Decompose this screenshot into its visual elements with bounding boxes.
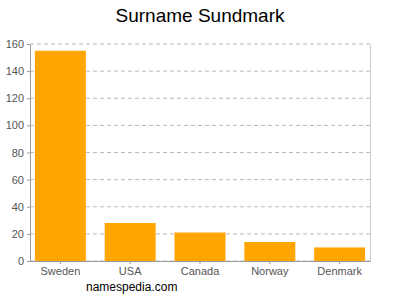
y-tick-label: 140 — [6, 65, 24, 77]
x-tick-mark — [200, 261, 201, 264]
y-axis-line — [30, 45, 31, 262]
y-tick: 120 — [6, 92, 30, 104]
x-tick: USA — [119, 261, 142, 277]
bar — [35, 51, 86, 261]
y-tick-mark — [27, 234, 30, 235]
plot: 0 20 40 60 80 100 120 140 160 Sweden USA Canada Norw… — [6, 38, 371, 277]
y-tick-mark — [27, 180, 30, 181]
x-tick-mark — [130, 261, 131, 264]
y-tick: 60 — [12, 174, 30, 186]
y-tick-mark — [27, 71, 30, 72]
x-tick-label: Canada — [181, 265, 220, 277]
x-tick-label: Sweden — [40, 265, 80, 277]
bar — [244, 242, 295, 261]
y-tick: 40 — [12, 201, 30, 213]
x-tick: Sweden — [40, 261, 80, 277]
x-tick-mark — [60, 261, 61, 264]
x-tick: Norway — [251, 261, 289, 277]
title: Surname Sundmark — [116, 5, 285, 26]
x-tick-label: Denmark — [317, 265, 362, 277]
y-tick-label: 160 — [6, 38, 24, 50]
y-tick: 20 — [12, 228, 30, 240]
y-tick-label: 80 — [12, 147, 24, 159]
y-tick: 140 — [6, 65, 30, 77]
bar — [175, 233, 226, 261]
right-axis — [370, 45, 371, 262]
x-tick-mark — [339, 261, 340, 264]
y-tick-mark — [27, 98, 30, 99]
bar — [105, 223, 156, 261]
y-tick-mark — [27, 261, 30, 262]
x-tick-mark — [269, 261, 270, 264]
bars — [35, 51, 365, 261]
y-tick-label: 120 — [6, 92, 24, 104]
y-tick-label: 40 — [12, 201, 24, 213]
y-tick-label: 60 — [12, 174, 24, 186]
y-tick: 0 — [18, 255, 30, 267]
y-tick-mark — [27, 153, 30, 154]
x-tick: Canada — [181, 261, 220, 277]
grid-line — [30, 44, 370, 45]
y-axis: 0 20 40 60 80 100 120 140 160 — [6, 38, 31, 267]
frame-line — [370, 45, 371, 262]
y-tick-label: 100 — [6, 119, 24, 131]
y-tick-mark — [27, 125, 30, 126]
x-tick: Denmark — [317, 261, 362, 277]
y-tick-mark — [27, 44, 30, 45]
y-tick: 160 — [6, 38, 30, 50]
chart: 0 20 40 60 80 100 120 140 160 Sweden USA Canada Norw… — [0, 0, 400, 300]
bar — [314, 247, 365, 261]
x-tick-label: Norway — [251, 265, 289, 277]
x-axis: Sweden USA Canada Norway Denmark — [31, 261, 371, 277]
y-tick: 100 — [6, 119, 30, 131]
y-tick-label: 0 — [18, 255, 24, 267]
grid — [30, 44, 370, 261]
y-tick: 80 — [12, 147, 30, 159]
y-tick-mark — [27, 207, 30, 208]
y-tick-label: 20 — [12, 228, 24, 240]
annotation: namespedia.com — [86, 280, 177, 294]
x-tick-label: USA — [119, 265, 142, 277]
